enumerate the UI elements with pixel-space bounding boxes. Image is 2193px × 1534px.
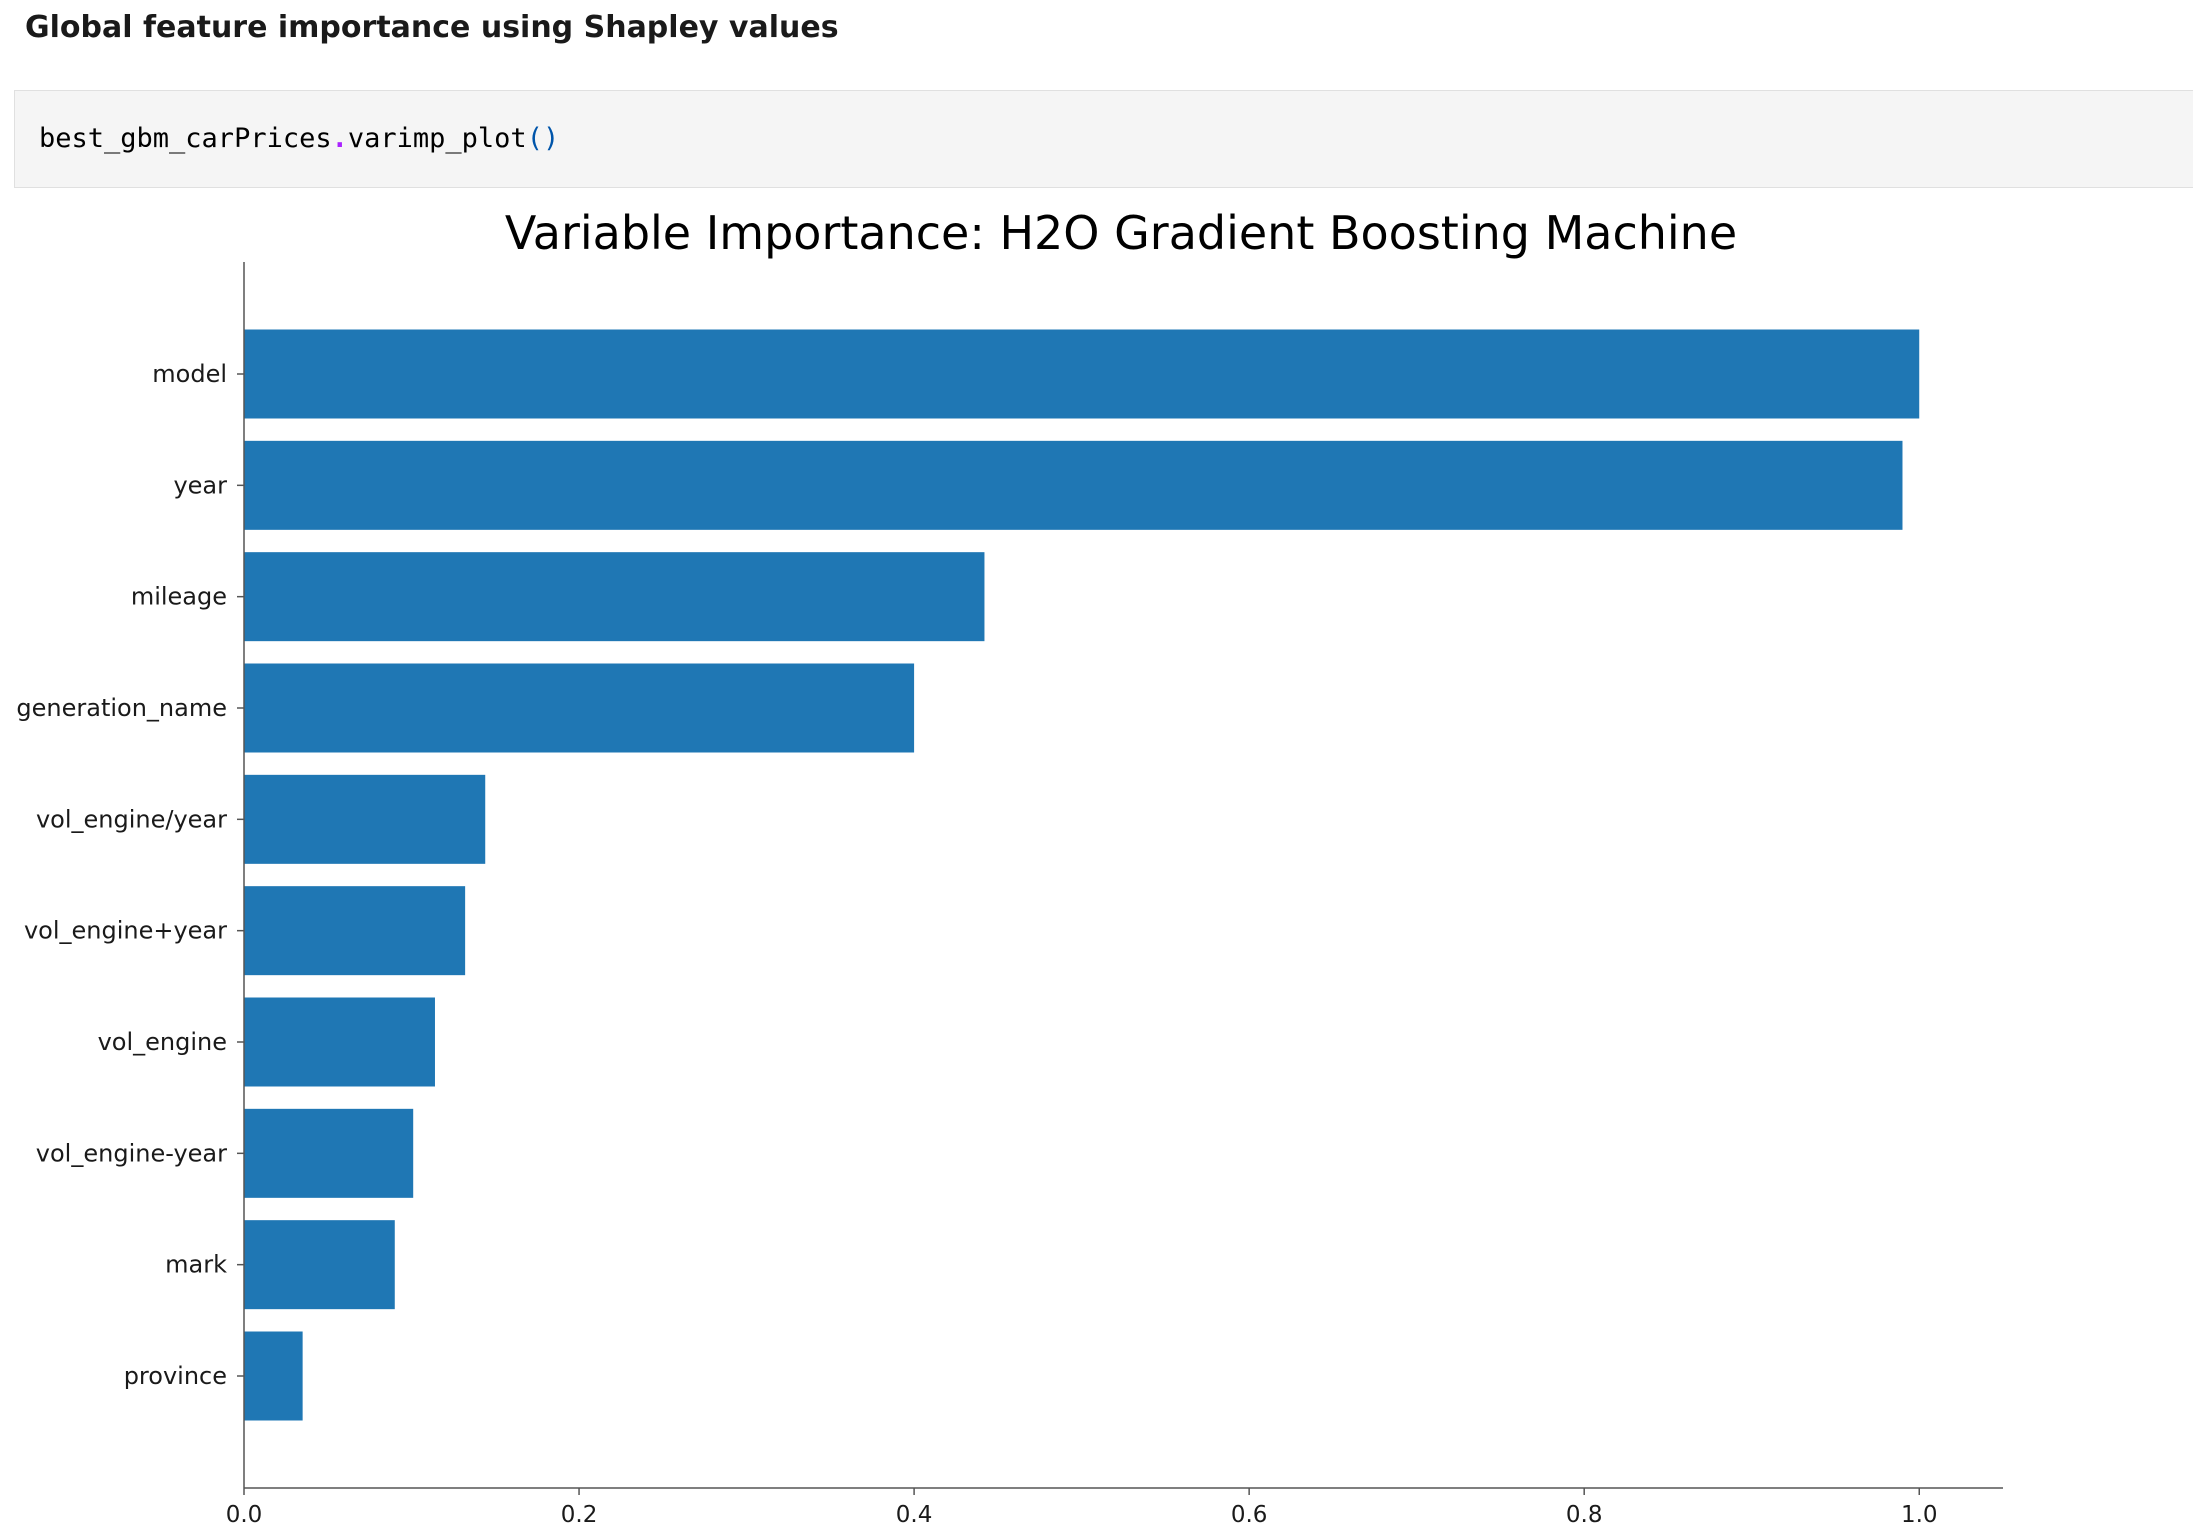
x-tick-label: 0.8 [1566, 1502, 1603, 1528]
x-axis-ticks: 0.0 0.2 0.4 0.6 0.8 1.0 [226, 1488, 1938, 1528]
code-object-name: best_gbm_carPrices [39, 123, 332, 154]
y-tick-label: vol_engine+year [24, 917, 227, 945]
x-tick-label: 0.6 [1231, 1502, 1268, 1528]
bar-vol-engine [244, 997, 435, 1087]
bar-year [244, 440, 1903, 530]
bar-vol-engine-year [244, 774, 486, 864]
y-tick-label: mark [165, 1251, 227, 1279]
code-parentheses: () [526, 123, 560, 154]
y-tick-label: vol_engine [98, 1028, 227, 1056]
bars [244, 329, 1920, 1421]
y-tick-label: year [173, 471, 227, 499]
code-line[interactable]: best_gbm_carPrices.varimp_plot() [39, 121, 559, 157]
y-tick-label: province [124, 1362, 227, 1390]
variable-importance-chart: Variable Importance: H2O Gradient Boosti… [16, 206, 2003, 1528]
bar-province [244, 1331, 303, 1421]
code-cell[interactable]: best_gbm_carPrices.varimp_plot() [14, 90, 2193, 188]
x-tick-label: 0.4 [896, 1502, 933, 1528]
x-tick-label: 1.0 [1901, 1502, 1938, 1528]
x-tick-label: 0.2 [561, 1502, 598, 1528]
y-tick-label: vol_engine-year [36, 1139, 227, 1167]
y-tick-label: vol_engine/year [36, 805, 227, 833]
chart-title: Variable Importance: H2O Gradient Boosti… [505, 206, 1737, 260]
bar-vol-engine-year [244, 886, 466, 976]
y-tick-label: generation_name [16, 694, 227, 722]
bar-model [244, 329, 1920, 419]
bar-generation-name [244, 663, 915, 753]
section-heading: Global feature importance using Shapley … [25, 10, 839, 45]
y-tick-label: model [152, 360, 227, 388]
code-method-name: varimp_plot [347, 123, 527, 154]
code-dot-operator: . [331, 123, 348, 154]
bar-vol-engine-year [244, 1108, 414, 1198]
x-tick-label: 0.0 [226, 1502, 263, 1528]
y-tick-label: mileage [131, 583, 227, 611]
bar-mark [244, 1220, 395, 1310]
chart-output: Variable Importance: H2O Gradient Boosti… [0, 190, 2193, 1534]
y-axis-ticks: model year mileage generation_name vol_engin… [16, 360, 244, 1390]
bar-mileage [244, 552, 985, 642]
